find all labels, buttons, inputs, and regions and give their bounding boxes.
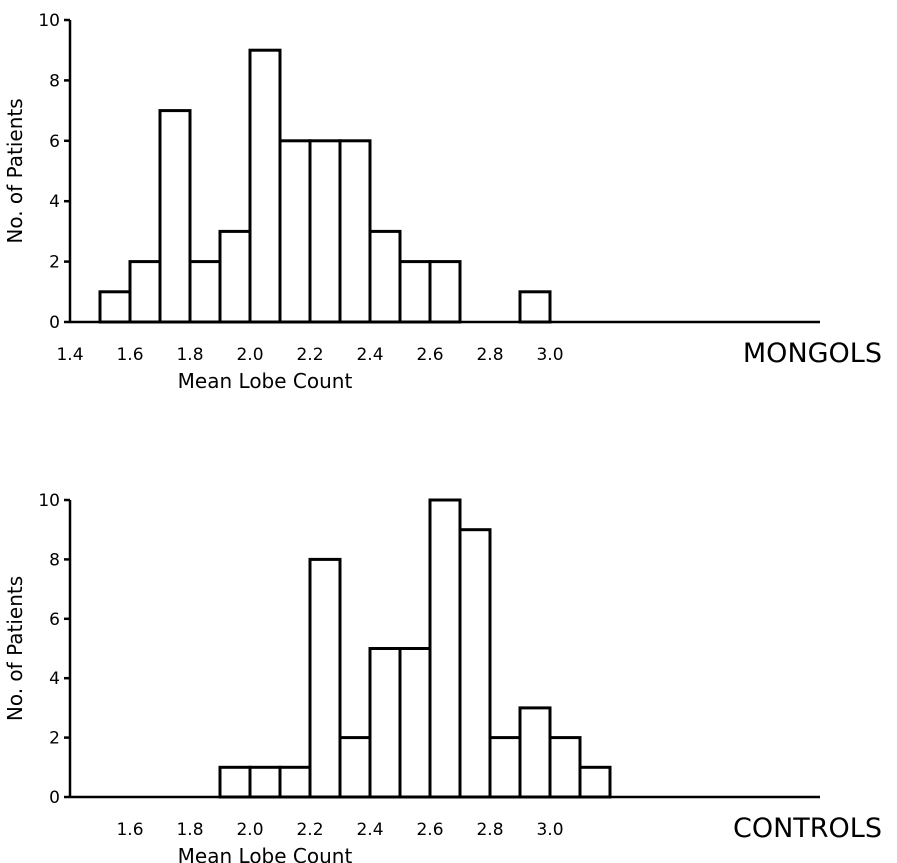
x-axis-title: Mean Lobe Count <box>178 369 353 393</box>
y-axis-title: No. of Patients <box>3 98 27 243</box>
histogram-bars <box>98 48 552 324</box>
y-tick-label: 0 <box>49 788 60 808</box>
histogram-bar <box>308 139 342 324</box>
histogram-bar <box>338 139 372 324</box>
histogram-bar <box>548 736 582 799</box>
x-tick-label: 2.6 <box>416 345 443 365</box>
histogram-bar <box>428 498 462 799</box>
group-label: MONGOLS <box>743 338 882 369</box>
x-tick-label: 2.0 <box>236 345 263 365</box>
histogram-bar <box>368 647 402 799</box>
histogram-bar <box>458 528 492 799</box>
x-tick-label: 2.8 <box>476 345 503 365</box>
histogram-bar <box>278 765 312 799</box>
x-tick-label: 1.8 <box>176 345 203 365</box>
x-tick-label: 2.4 <box>356 820 383 840</box>
group-label: CONTROLS <box>733 813 882 844</box>
histogram-bar <box>428 260 462 324</box>
histogram-bar <box>488 736 522 799</box>
x-tick-labels: 1.4 1.6 1.8 2.0 2.2 2.4 2.6 2.8 3.0 <box>56 345 563 365</box>
x-tick-label: 2.2 <box>296 345 323 365</box>
x-tick-label: 1.8 <box>176 820 203 840</box>
histogram-bar <box>158 109 192 324</box>
y-tick-label: 2 <box>49 253 60 273</box>
x-tick-label: 2.8 <box>476 820 503 840</box>
histogram-bar <box>578 765 612 799</box>
histogram-bar <box>338 736 372 799</box>
histogram-bars <box>218 498 612 799</box>
y-tick-label: 8 <box>49 550 60 570</box>
x-axis-title: Mean Lobe Count <box>178 844 353 863</box>
histogram-bar <box>218 765 252 799</box>
histogram-bar <box>248 765 282 799</box>
y-tick-label: 2 <box>49 729 60 749</box>
histogram-bar <box>248 48 282 324</box>
y-tick-labels: 0 2 4 6 8 10 <box>38 11 70 333</box>
histogram-bar <box>398 260 432 324</box>
x-tick-label: 3.0 <box>536 345 563 365</box>
x-tick-label: 3.0 <box>536 820 563 840</box>
x-tick-label: 1.6 <box>116 820 143 840</box>
histogram-bar <box>278 139 312 324</box>
y-tick-label: 10 <box>38 491 60 511</box>
y-tick-label: 8 <box>49 71 60 91</box>
x-tick-label: 2.0 <box>236 820 263 840</box>
histogram-bar <box>368 229 402 324</box>
histogram-bar <box>218 229 252 324</box>
x-tick-label: 1.4 <box>56 345 83 365</box>
histogram-bar <box>98 290 132 324</box>
x-tick-label: 2.2 <box>296 820 323 840</box>
y-tick-label: 0 <box>49 313 60 333</box>
y-tick-label: 6 <box>49 610 60 630</box>
histogram-bar <box>308 557 342 799</box>
y-tick-labels: 0 2 4 6 8 10 <box>38 491 70 808</box>
histogram-bar <box>518 290 552 324</box>
mongols-panel: 0 2 4 6 8 10 1.4 1.6 1.8 2.0 2.2 2.4 2.6 2.8 3.0 No. … <box>3 11 882 393</box>
y-tick-label: 10 <box>38 11 60 31</box>
controls-panel: 0 2 4 6 8 10 1.6 1.8 2.0 2.2 2.4 2.6 2.8 3.0 No. of … <box>3 491 882 863</box>
histogram-bar <box>518 706 552 799</box>
y-tick-label: 4 <box>49 192 60 212</box>
y-tick-label: 4 <box>49 669 60 689</box>
x-tick-label: 2.6 <box>416 820 443 840</box>
histogram-bar <box>188 260 222 324</box>
histogram-bar <box>128 260 162 324</box>
x-tick-label: 2.4 <box>356 345 383 365</box>
histogram-bar <box>398 647 432 799</box>
y-tick-label: 6 <box>49 132 60 152</box>
x-tick-label: 1.6 <box>116 345 143 365</box>
y-axis-title: No. of Patients <box>3 576 27 721</box>
x-tick-labels: 1.6 1.8 2.0 2.2 2.4 2.6 2.8 3.0 <box>116 820 563 840</box>
